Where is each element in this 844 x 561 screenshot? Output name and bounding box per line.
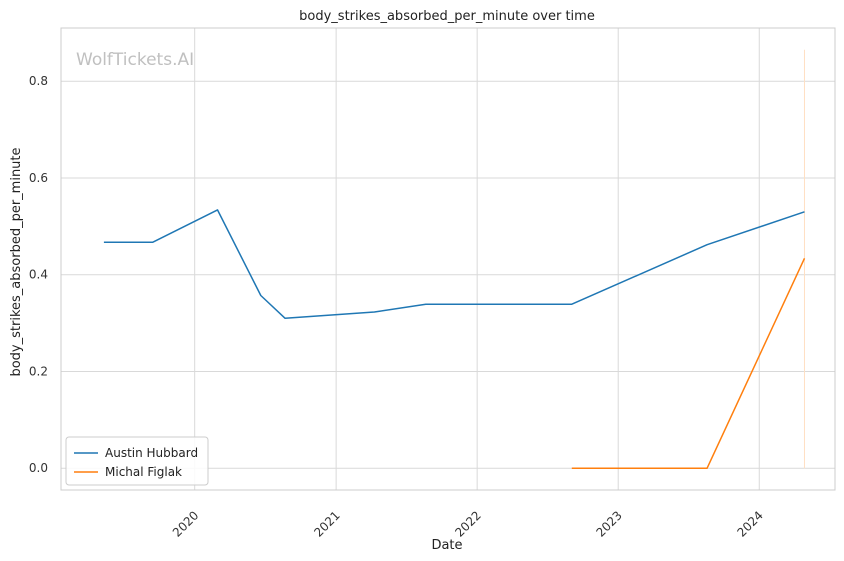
x-tick-label-2022: 2022 <box>452 508 483 539</box>
series-line-austin-hubbard <box>103 209 805 320</box>
legend-box <box>65 436 209 486</box>
x-tick-label-2021: 2021 <box>311 508 342 539</box>
plot-area-border <box>60 27 836 491</box>
x-axis-title: Date <box>431 538 462 553</box>
legend: Austin Hubbard Michal Figlak <box>65 436 209 486</box>
x-tick-label-2024: 2024 <box>734 508 765 539</box>
series-line-michal-figlak <box>571 257 806 469</box>
series-layer <box>103 209 806 469</box>
x-tick-label-2020: 2020 <box>170 508 201 539</box>
y-axis-title: body_strikes_absorbed_per_minute <box>9 147 24 376</box>
x-tick-label-2023: 2023 <box>593 508 624 539</box>
legend-label-austin-hubbard: Austin Hubbard <box>105 446 198 460</box>
y-tick-label-0.6: 0.6 <box>29 171 48 185</box>
chart-title: body_strikes_absorbed_per_minute over ti… <box>299 9 595 24</box>
legend-label-michal-figlak: Michal Figlak <box>105 465 182 479</box>
grid <box>61 28 835 490</box>
y-tick-label-0.0: 0.0 <box>29 461 48 475</box>
y-tick-label-0.8: 0.8 <box>29 74 48 88</box>
y-tick-label-0.4: 0.4 <box>29 268 48 282</box>
watermark: WolfTickets.AI <box>76 50 194 70</box>
y-tick-label-0.2: 0.2 <box>29 364 48 378</box>
